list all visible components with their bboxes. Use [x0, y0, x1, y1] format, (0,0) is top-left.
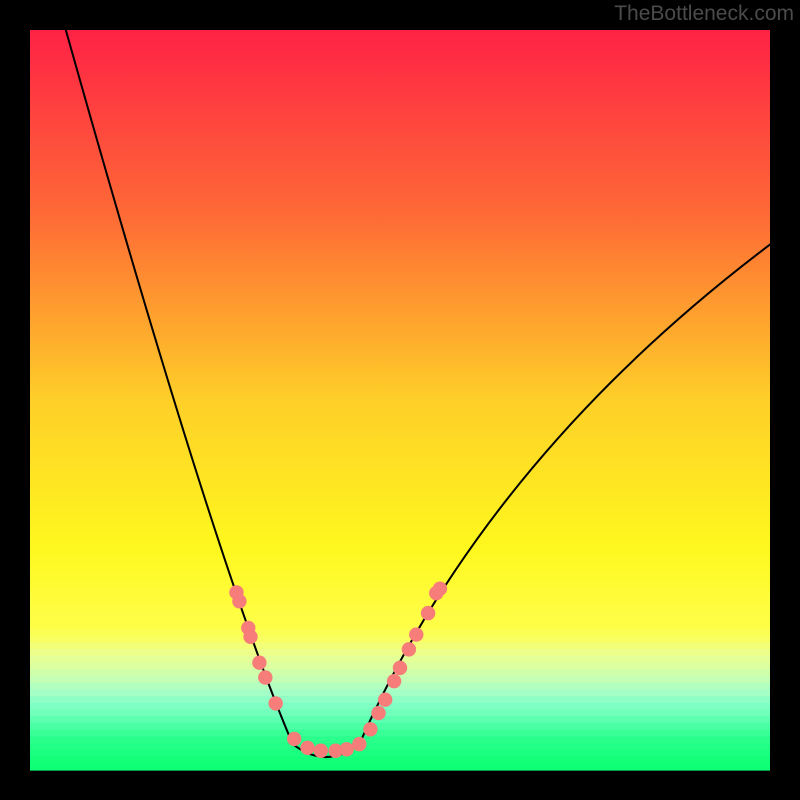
chart-stage: TheBottleneck.com [0, 0, 800, 800]
chart-svg [0, 0, 800, 800]
